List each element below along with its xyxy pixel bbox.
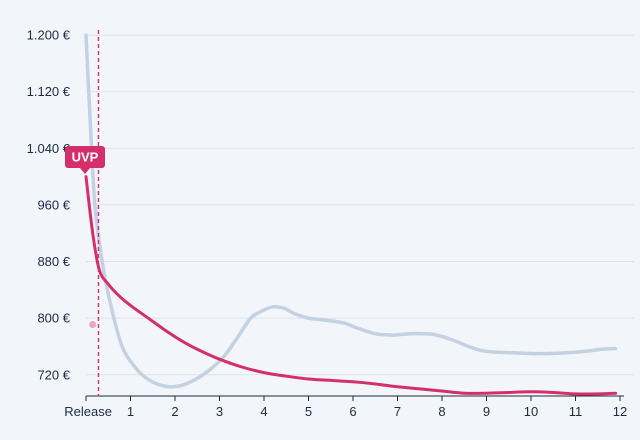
uvp-badge-label: UVP	[72, 150, 99, 165]
x-axis: Release 1 2 3 4 5 6 7 8 9 10 11 12	[64, 395, 627, 419]
x-tick-label: 2	[171, 404, 178, 419]
y-tick-label: 960 €	[37, 197, 70, 212]
series-line-1	[84, 33, 618, 389]
y-tick-label: 720 €	[37, 367, 70, 382]
y-tick-label: 1.040 €	[27, 141, 71, 156]
x-tick-label: 6	[349, 404, 356, 419]
x-tick-label: 8	[438, 404, 445, 419]
data-point	[89, 321, 97, 329]
series-lines	[84, 33, 618, 396]
x-tick-label: 7	[394, 404, 401, 419]
y-tick-label: 1.200 €	[27, 28, 71, 43]
y-tick-label: 800 €	[37, 311, 70, 326]
x-tick-label: Release	[64, 404, 112, 419]
x-tick-label: 12	[613, 404, 627, 419]
x-tick-label: 3	[216, 404, 223, 419]
x-tick-label: 5	[305, 404, 312, 419]
uvp-badge-pointer	[80, 168, 90, 174]
x-tick-label: 4	[260, 404, 267, 419]
uvp-marker: UVP	[65, 30, 105, 396]
grid-lines	[86, 34, 634, 376]
y-tick-label: 880 €	[37, 254, 70, 269]
x-tick-label: 11	[569, 404, 583, 419]
x-tick-label: 1	[127, 404, 134, 419]
y-tick-label: 1.120 €	[27, 84, 71, 99]
x-tick-label: 9	[483, 404, 490, 419]
y-axis-labels: 720 € 800 € 880 € 960 € 1.040 € 1.120 € 1.200 …	[27, 28, 71, 383]
series-line-2	[84, 175, 618, 396]
x-tick-label: 10	[524, 404, 538, 419]
uvp-badge	[65, 146, 105, 168]
